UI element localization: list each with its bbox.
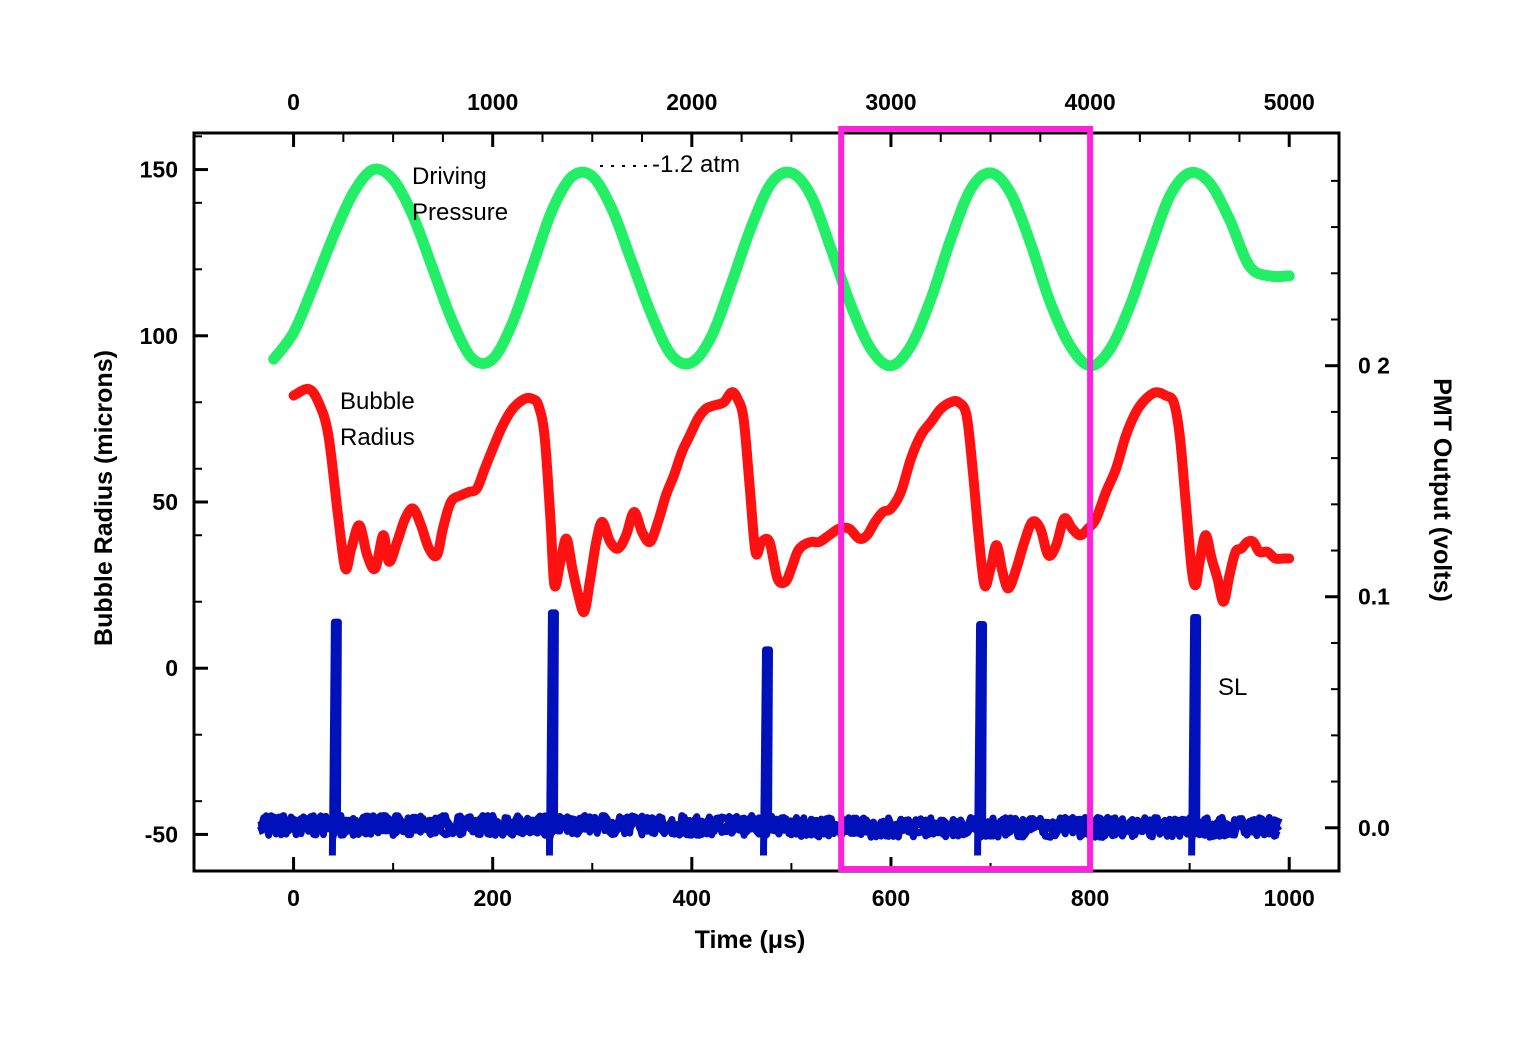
x-top-tick-label: 1000 [467,89,518,115]
x-axis-title: Time (μs) [695,926,806,954]
sl-flash-spike [1188,614,1202,856]
y-axis-right-title: PMT Output (volts) [1428,378,1456,602]
y-axis-left-title: Bubble Radius (microns) [90,350,118,646]
sl-flash-spike [328,618,342,856]
x-top-tick-label: 5000 [1264,89,1315,115]
y-left-tick-label: 150 [140,157,178,183]
y-right-tick-label: 0.0 [1358,815,1390,841]
driving-pressure-label-line1: Driving [412,163,487,190]
x-bottom-tick-label: 800 [1071,885,1109,911]
plot-area [256,163,1295,856]
bubble-radius-label-line2: Radius [340,424,415,451]
x-bottom-tick-label: 0 [287,885,300,911]
y-left-tick-label: 100 [140,323,178,349]
sl-flash-spike [974,620,988,856]
highlight-box [838,126,1094,872]
bubble-radius-label-line1: Bubble [340,388,415,415]
x-bottom-tick-label: 600 [872,885,910,911]
x-bottom-tick-label: 200 [474,885,512,911]
y-left-tick-label: -50 [145,821,178,847]
highlight-box-layer [838,126,1094,872]
sl-label: SL [1218,674,1247,701]
x-top-tick-label: 0 [287,89,300,115]
y-right-tick-label: 0 2 [1358,353,1390,379]
pressure-amplitude-label: -1.2 atm [652,151,740,178]
y-right-tick-label: 0.1 [1358,584,1390,610]
y-left-tick-label: 50 [152,489,178,515]
x-top-tick-label: 4000 [1065,89,1116,115]
driving-pressure-line [268,163,1295,372]
y-left-tick-label: 0 [165,655,178,681]
x-bottom-tick-label: 400 [673,885,711,911]
sl-flash-spike [760,646,773,856]
driving-pressure-label-line2: Pressure [412,199,508,226]
x-top-tick-label: 2000 [666,89,717,115]
sl-flash-spike [545,609,559,856]
x-bottom-tick-label: 1000 [1264,885,1315,911]
x-top-tick-label: 3000 [865,89,916,115]
bubble-radius-line [288,383,1295,618]
